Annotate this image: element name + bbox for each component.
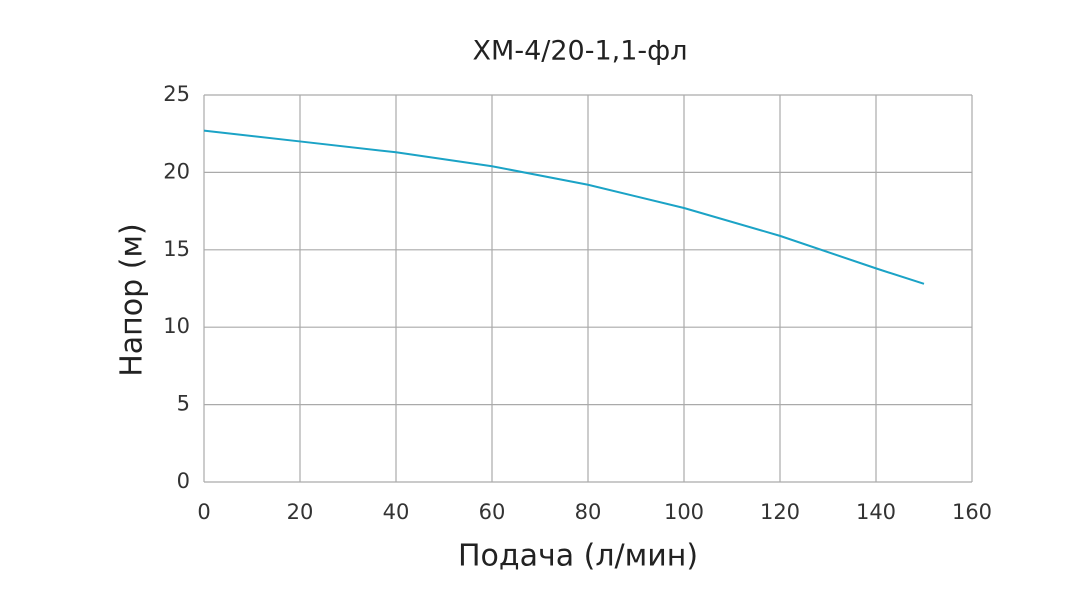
y-tick-label: 25 [163,82,190,106]
y-tick-label: 10 [163,314,190,338]
x-tick-label: 40 [383,500,410,524]
data-line [203,129,925,285]
y-tick-label: 15 [163,237,190,261]
y-tick-label: 0 [177,469,190,493]
y-tick-label: 20 [163,159,190,183]
chart-title: ХМ-4/20-1,1-фл [473,36,688,67]
x-tick-label: 160 [952,500,992,524]
x-axis-label: Подача (л/мин) [458,539,698,574]
y-tick-label: 5 [177,392,190,416]
y-axis-label: Напор (м) [115,223,150,377]
x-tick-label: 120 [760,500,800,524]
x-tick-label: 60 [479,500,506,524]
x-tick-label: 140 [856,500,896,524]
x-tick-label: 0 [197,500,210,524]
x-tick-label: 20 [287,500,314,524]
x-tick-label: 80 [575,500,602,524]
x-tick-label: 100 [664,500,704,524]
